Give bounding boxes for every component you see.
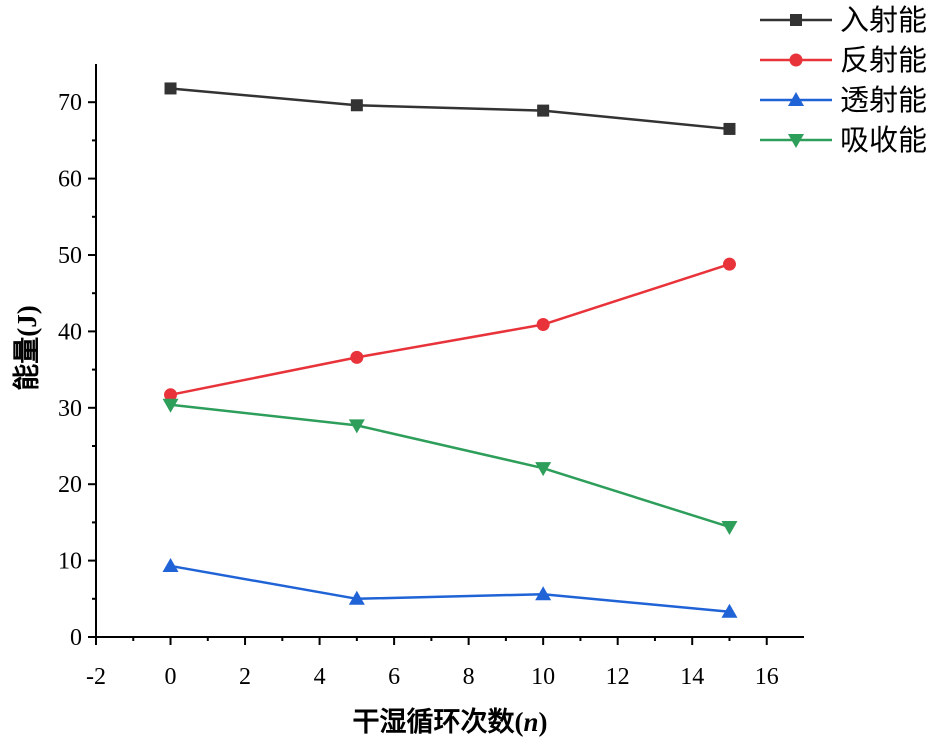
series-1-point [350,99,363,112]
x-axis-label: 干湿循环次数(n) [352,707,547,737]
series-3-point [348,590,365,605]
y-tick-label: 50 [58,243,82,269]
legend-marker [790,14,802,26]
x-tick-label: 6 [388,664,400,690]
legend-label: 入射能 [840,4,927,37]
series-4-point [348,419,365,434]
legend-marker [789,53,803,67]
legend-entry: 入射能 [760,4,927,37]
series-4-line [170,403,730,529]
y-tick-label: 0 [70,625,82,651]
legend-entry: 反射能 [760,44,927,77]
series-2-point [722,257,736,271]
series-1 [164,82,736,135]
series-4 [162,398,738,535]
series-2-point [164,388,178,402]
series-3-line [170,564,730,614]
y-tick-label: 30 [58,396,82,422]
legend-marker [788,134,804,148]
series-1-point [164,82,177,95]
series-4-point [535,462,552,477]
series-4-point [721,520,738,535]
legend-label: 透射能 [840,84,927,117]
y-tick-label: 10 [58,549,82,575]
series-3-point [162,557,179,572]
legend-entry: 吸收能 [760,124,927,157]
y-tick-label: 40 [58,319,82,345]
series-1-line [170,87,730,131]
series-2-point [350,350,364,364]
series-2 [164,257,736,402]
legend-label: 吸收能 [840,124,927,157]
legend-marker [788,92,804,106]
series-3-point [721,603,738,618]
x-tick-label: 12 [606,664,630,690]
x-tick-label: 14 [680,664,704,690]
legend-entry: 透射能 [760,84,927,117]
x-tick-label: 4 [314,664,326,690]
series-1-point [723,122,736,135]
x-tick-label: 16 [755,664,779,690]
series-2-point [536,318,550,332]
series-3 [162,557,738,618]
x-tick-label: -2 [86,664,106,690]
series-1-point [537,104,550,117]
y-tick-label: 70 [58,90,82,116]
y-axis-label: 能量(J) [11,305,42,390]
x-tick-label: 0 [165,664,177,690]
x-tick-label: 10 [531,664,555,690]
x-tick-label: 2 [239,664,251,690]
series-layer [162,82,738,618]
series-4-point [162,398,179,413]
series-3-point [535,586,552,601]
y-tick-label: 60 [58,167,82,193]
y-tick-label: 20 [58,472,82,498]
legend-label: 反射能 [840,44,927,77]
x-tick-label: 8 [463,664,475,690]
series-2-line [170,262,730,397]
